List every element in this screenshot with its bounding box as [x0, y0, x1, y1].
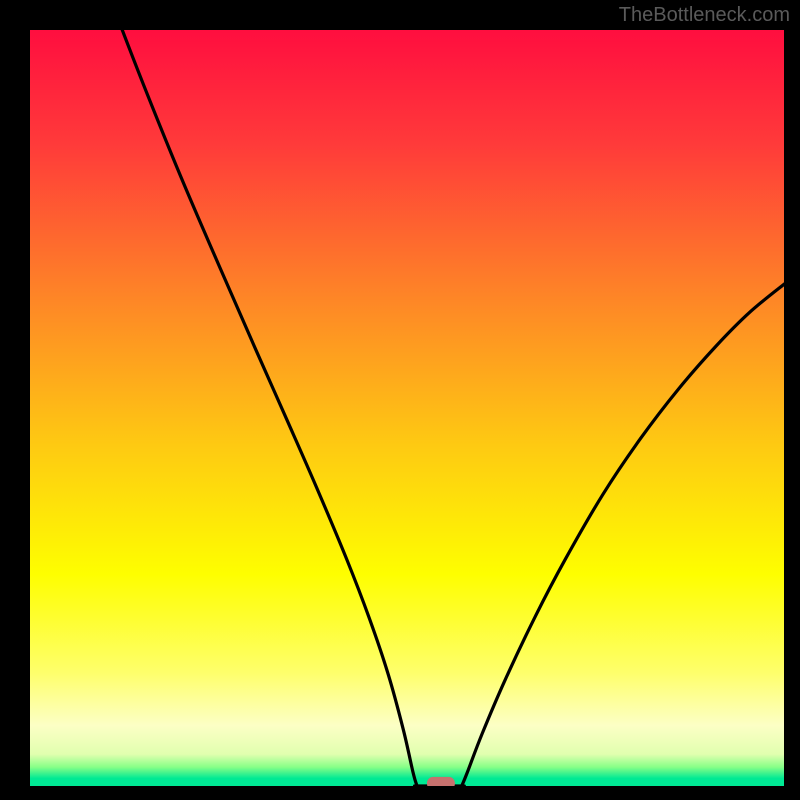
bottleneck-chart — [0, 0, 800, 800]
gradient-background — [30, 30, 784, 786]
watermark-text: TheBottleneck.com — [619, 4, 790, 27]
chart-canvas: TheBottleneck.com — [0, 0, 800, 800]
